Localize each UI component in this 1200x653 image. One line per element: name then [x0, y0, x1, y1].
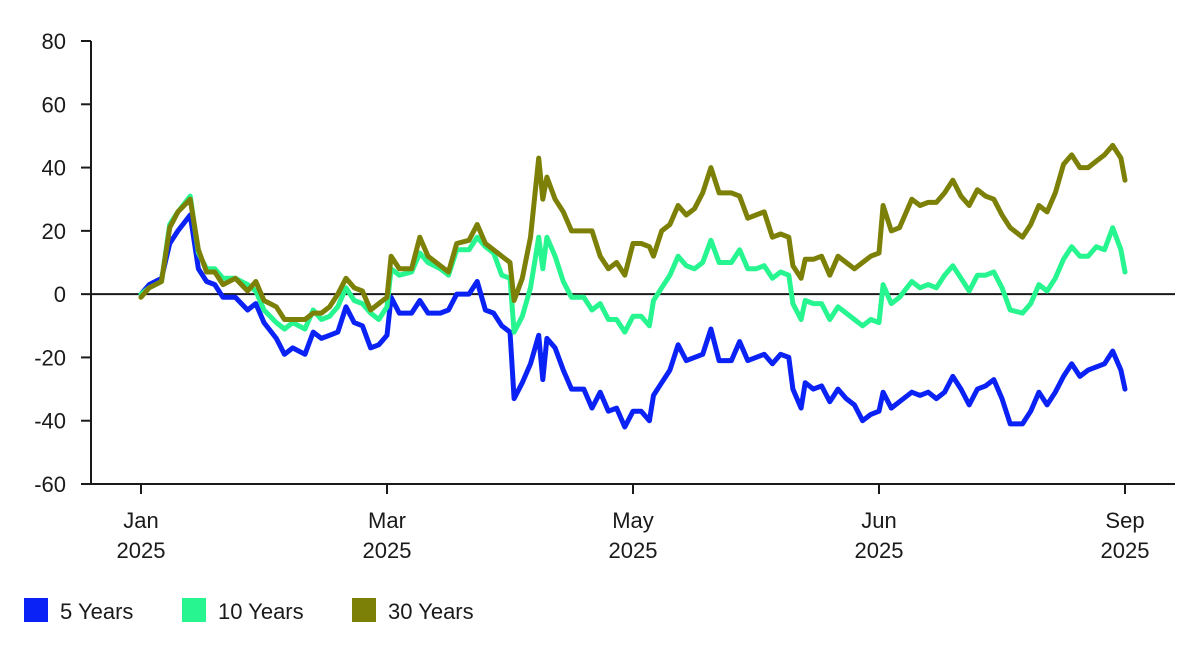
x-tick-label-year: 2025	[117, 538, 166, 563]
y-tick-label: -20	[34, 345, 66, 370]
y-tick-label: -40	[34, 409, 66, 434]
legend-swatch-5-years	[24, 598, 48, 622]
y-tick-label: 80	[42, 29, 66, 54]
legend-label-30-years: 30 Years	[388, 599, 474, 624]
legend: 5 Years 10 Years 30 Years	[24, 598, 474, 624]
legend-label-5-years: 5 Years	[60, 599, 133, 624]
y-tick-label: 0	[54, 282, 66, 307]
x-tick-label-month: Sep	[1105, 508, 1144, 533]
y-tick-label: -60	[34, 472, 66, 497]
x-tick-label-month: May	[612, 508, 654, 533]
y-axis: -60 -40 -20 0 20 40 60 80	[34, 29, 91, 497]
x-tick-label-year: 2025	[609, 538, 658, 563]
series-line-5-years	[138, 212, 1128, 430]
y-tick-label: 40	[42, 156, 66, 181]
x-tick-label-year: 2025	[363, 538, 412, 563]
series-layer	[138, 142, 1128, 430]
x-axis: Jan 2025 Mar 2025 May 2025 Jun 2025 Sep 2025	[117, 484, 1150, 563]
legend-swatch-30-years	[352, 598, 376, 622]
series-line-30-years	[138, 142, 1128, 322]
x-tick-label-month: Mar	[368, 508, 406, 533]
x-tick-label-month: Jan	[123, 508, 158, 533]
series-line-10-years	[138, 193, 1128, 335]
legend-swatch-10-years	[182, 598, 206, 622]
x-tick-label-month: Jun	[861, 508, 896, 533]
legend-label-10-years: 10 Years	[218, 599, 304, 624]
x-tick-label-year: 2025	[855, 538, 904, 563]
y-tick-label: 20	[42, 219, 66, 244]
y-tick-label: 60	[42, 92, 66, 117]
x-tick-label-year: 2025	[1101, 538, 1150, 563]
